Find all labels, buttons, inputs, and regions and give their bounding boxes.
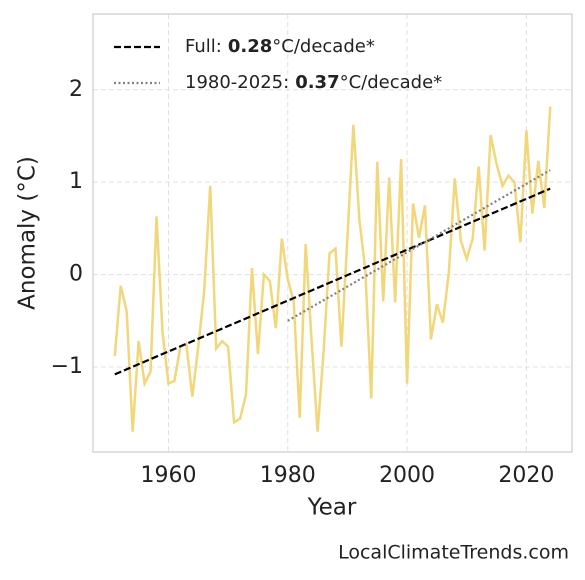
x-tick-label: 2020 — [498, 463, 554, 488]
y-tick-label: 0 — [69, 262, 83, 287]
y-tick-label: 2 — [69, 77, 83, 102]
x-axis-label: Year — [307, 495, 357, 521]
series-line — [113, 106, 552, 432]
legend-label: 1980-2025: 0.37°C/decade* — [185, 72, 442, 93]
series-line — [287, 169, 551, 322]
legend-rate: 0.28 — [228, 36, 272, 57]
legend-label: Full: 0.28°C/decade* — [185, 36, 375, 57]
y-tick-label: 1 — [69, 169, 83, 194]
x-tick-label: 2000 — [379, 463, 435, 488]
series-line — [114, 187, 551, 376]
legend-name: Full: — [185, 36, 222, 57]
x-tick-label: 1980 — [260, 463, 316, 488]
plot-frame — [92, 13, 573, 453]
x-tick-label: 1960 — [140, 463, 196, 488]
legend-unit: °C/decade* — [272, 36, 375, 57]
legend-name: 1980-2025: — [185, 72, 289, 93]
legend-rate: 0.37 — [295, 72, 339, 93]
legend-unit: °C/decade* — [340, 72, 443, 93]
y-axis-label: Anomaly (°C) — [15, 156, 41, 310]
y-tick-label: −1 — [51, 354, 83, 379]
source: LocalClimateTrends.com — [338, 542, 569, 564]
